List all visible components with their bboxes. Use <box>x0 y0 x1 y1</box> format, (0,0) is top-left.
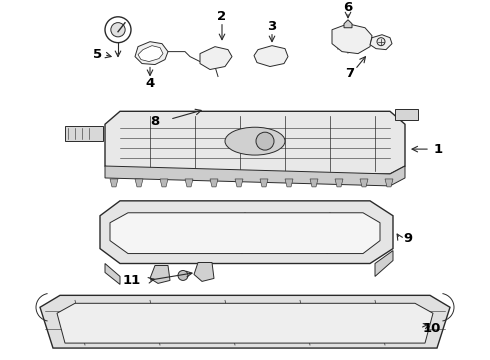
Polygon shape <box>40 295 450 348</box>
Polygon shape <box>395 109 418 120</box>
Polygon shape <box>310 179 318 187</box>
Text: 7: 7 <box>345 67 355 80</box>
Polygon shape <box>135 42 168 64</box>
Polygon shape <box>335 179 343 187</box>
Polygon shape <box>185 179 193 187</box>
Polygon shape <box>375 251 393 276</box>
Text: 1: 1 <box>434 143 442 156</box>
Text: 2: 2 <box>218 10 226 23</box>
Polygon shape <box>360 179 368 187</box>
Polygon shape <box>235 179 243 187</box>
Polygon shape <box>105 264 120 284</box>
Polygon shape <box>100 201 393 264</box>
Text: 9: 9 <box>403 232 413 245</box>
Polygon shape <box>135 179 143 187</box>
Circle shape <box>256 132 274 150</box>
Polygon shape <box>285 179 293 187</box>
Circle shape <box>105 17 131 43</box>
Polygon shape <box>332 24 372 54</box>
Text: 3: 3 <box>268 20 277 33</box>
Circle shape <box>178 270 188 280</box>
Polygon shape <box>194 262 214 282</box>
Polygon shape <box>110 213 380 253</box>
Polygon shape <box>110 179 118 187</box>
Polygon shape <box>105 111 405 174</box>
Polygon shape <box>200 47 232 69</box>
Text: 10: 10 <box>423 322 441 335</box>
Text: 6: 6 <box>343 1 353 14</box>
Polygon shape <box>210 179 218 187</box>
Ellipse shape <box>225 127 285 155</box>
Polygon shape <box>260 179 268 187</box>
Polygon shape <box>150 265 170 283</box>
Polygon shape <box>105 166 405 186</box>
Polygon shape <box>160 179 168 187</box>
Circle shape <box>377 38 385 46</box>
Text: 5: 5 <box>94 48 102 61</box>
Polygon shape <box>57 303 433 343</box>
Polygon shape <box>65 126 103 141</box>
Polygon shape <box>344 20 352 28</box>
Polygon shape <box>254 46 288 67</box>
Polygon shape <box>370 35 392 50</box>
Text: 8: 8 <box>150 115 160 128</box>
Text: 4: 4 <box>146 77 155 90</box>
Circle shape <box>111 23 125 37</box>
Polygon shape <box>138 46 163 62</box>
Polygon shape <box>385 179 393 187</box>
Text: 11: 11 <box>123 274 141 287</box>
